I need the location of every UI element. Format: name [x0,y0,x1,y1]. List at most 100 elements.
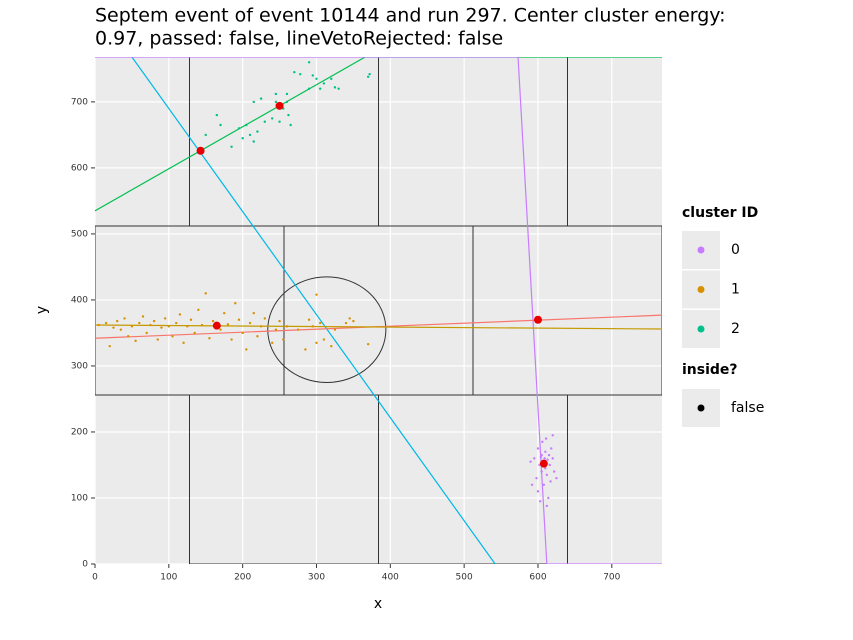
data-point [119,328,123,331]
data-point [530,483,534,486]
data-point [230,338,233,341]
data-point [548,463,551,467]
data-point [304,348,307,351]
data-point [200,323,204,327]
data-point [540,453,543,457]
x-tick-label: 700 [603,573,620,583]
data-point [167,325,171,328]
data-point [259,325,263,328]
x-tick-label: 100 [160,573,177,583]
data-point [252,100,255,104]
data-point [245,123,248,127]
data-point [330,344,333,348]
data-point [322,338,326,341]
data-point [215,113,219,117]
data-point [322,82,326,85]
x-axis-label: x [374,596,382,612]
legend-swatch [697,246,705,254]
data-point [219,123,222,127]
data-point [234,302,237,305]
legend-label: false [731,400,764,416]
data-point [544,437,548,440]
data-point [540,470,543,473]
y-tick-label: 200 [71,427,88,437]
data-point [182,341,185,345]
x-tick-label: 300 [308,573,325,583]
data-point [237,318,241,321]
legend-swatch [697,325,705,333]
fit-line [95,57,662,212]
data-point [197,308,200,312]
data-point [307,87,311,90]
data-point [296,328,300,331]
data-point [541,440,544,444]
data-point [130,325,134,328]
data-point [299,72,302,76]
data-point [186,325,189,328]
data-point [547,453,551,457]
data-point [535,476,538,480]
data-point [222,311,226,315]
data-point [352,319,355,323]
data-point [248,133,252,137]
data-point [123,317,126,320]
data-point [171,335,174,338]
data-point [289,123,292,127]
data-point [348,317,351,320]
data-point [333,328,337,331]
data-point [252,140,255,143]
data-point [293,70,296,74]
data-point [208,337,211,340]
data-point [285,92,289,96]
cluster-center [212,321,221,330]
legend-swatch [697,404,705,412]
data-point [538,500,542,503]
data-point [256,335,259,338]
data-point [189,318,193,321]
data-point [163,317,167,320]
x-tick-label: 200 [234,573,251,583]
fit-line [95,324,662,330]
fit-line [95,57,662,564]
data-point [536,447,540,450]
data-point [337,87,340,90]
legend-swatch [697,286,705,293]
x-tick-label: 400 [382,573,399,583]
x-tick-label: 600 [529,573,546,583]
data-point [307,61,311,64]
data-point [543,457,546,460]
chart-title: Septem event of event 10144 and run 297.… [95,5,726,27]
data-point [278,319,281,323]
data-point [108,344,111,348]
data-point [256,130,259,133]
y-tick-label: 500 [71,229,88,239]
data-point [252,311,255,315]
data-point [549,480,552,483]
data-point [282,338,285,341]
data-point [318,87,322,90]
data-point [315,77,318,80]
data-point [175,321,178,325]
data-point [366,342,370,346]
data-point [245,348,248,351]
data-point [104,321,108,325]
y-tick-label: 0 [82,560,88,570]
data-point [551,457,554,460]
data-point [219,328,222,331]
y-axis-label: y [34,306,50,314]
data-point [204,292,207,295]
data-point [145,331,148,335]
data-point [555,476,558,480]
data-point [193,331,196,335]
data-point [149,323,152,327]
legend-title: inside? [682,362,738,378]
data-point [112,326,115,329]
data-point [307,318,311,321]
y-tick-label: 600 [71,163,88,173]
data-point [278,120,281,123]
data-point [368,72,371,76]
data-point [546,458,549,461]
cluster-center [275,101,284,110]
cluster-center [533,315,542,324]
data-point [315,293,318,296]
